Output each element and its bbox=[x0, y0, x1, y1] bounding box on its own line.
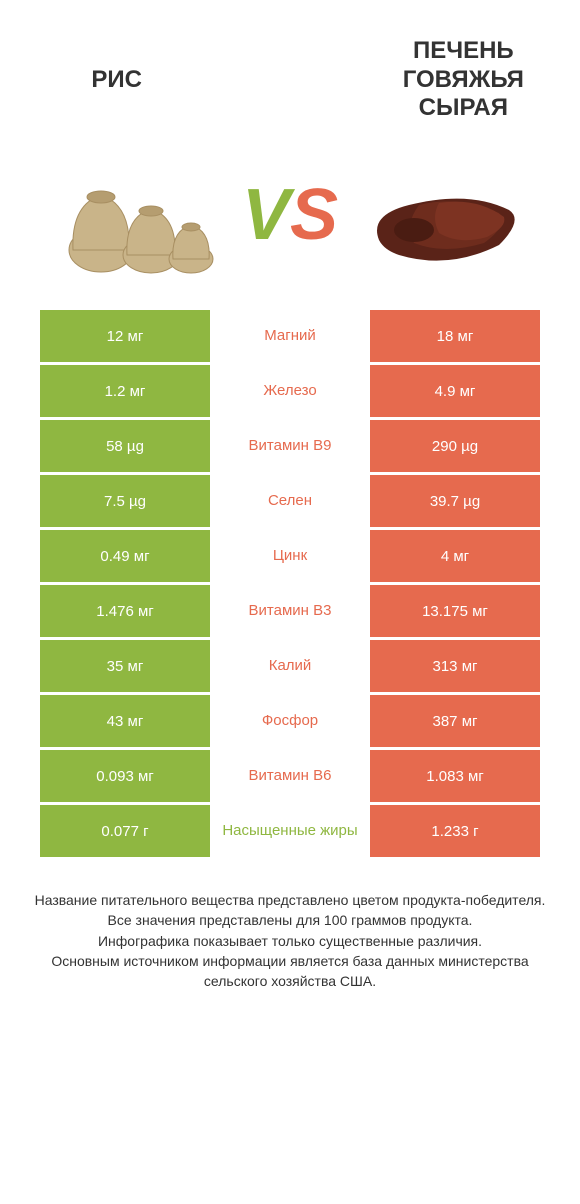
right-product-title: ПЕЧЕНЬ ГОВЯЖЬЯ СЫРАЯ bbox=[377, 37, 550, 123]
header: РИС ПЕЧЕНЬ ГОВЯЖЬЯ СЫРАЯ bbox=[0, 0, 580, 140]
right-value: 18 мг bbox=[370, 310, 540, 362]
left-product-title: РИС bbox=[30, 66, 203, 94]
table-row: 12 мгМагний18 мг bbox=[40, 310, 540, 362]
left-value: 35 мг bbox=[40, 640, 210, 692]
images-row: VS bbox=[0, 140, 580, 310]
footer-line: Все значения представлены для 100 граммо… bbox=[30, 910, 550, 930]
nutrient-label: Калий bbox=[210, 640, 370, 692]
vs-label: VS bbox=[232, 174, 348, 256]
left-value: 1.2 мг bbox=[40, 365, 210, 417]
right-value: 1.083 мг bbox=[370, 750, 540, 802]
footer-line: Инфографика показывает только существенн… bbox=[30, 931, 550, 951]
footer-line: Основным источником информации является … bbox=[30, 951, 550, 992]
table-row: 7.5 µgСелен39.7 µg bbox=[40, 475, 540, 527]
left-value: 0.49 мг bbox=[40, 530, 210, 582]
rice-bags-icon bbox=[51, 155, 221, 275]
right-value: 4.9 мг bbox=[370, 365, 540, 417]
right-value: 39.7 µg bbox=[370, 475, 540, 527]
table-row: 1.2 мгЖелезо4.9 мг bbox=[40, 365, 540, 417]
right-value: 313 мг bbox=[370, 640, 540, 692]
left-product-image bbox=[40, 155, 232, 275]
nutrient-label: Селен bbox=[210, 475, 370, 527]
table-row: 35 мгКалий313 мг bbox=[40, 640, 540, 692]
right-value: 1.233 г bbox=[370, 805, 540, 857]
nutrient-label: Витамин B3 bbox=[210, 585, 370, 637]
nutrient-label: Витамин B6 bbox=[210, 750, 370, 802]
left-value: 58 µg bbox=[40, 420, 210, 472]
table-row: 1.476 мгВитамин B313.175 мг bbox=[40, 585, 540, 637]
right-value: 13.175 мг bbox=[370, 585, 540, 637]
beef-liver-icon bbox=[359, 155, 529, 275]
nutrient-label: Цинк bbox=[210, 530, 370, 582]
footer-notes: Название питательного вещества представл… bbox=[0, 860, 580, 991]
left-value: 43 мг bbox=[40, 695, 210, 747]
table-row: 0.077 гНасыщенные жиры1.233 г bbox=[40, 805, 540, 857]
footer-line: Название питательного вещества представл… bbox=[30, 890, 550, 910]
left-value: 0.077 г bbox=[40, 805, 210, 857]
nutrient-label: Насыщенные жиры bbox=[210, 805, 370, 857]
left-value: 0.093 мг bbox=[40, 750, 210, 802]
table-row: 58 µgВитамин B9290 µg bbox=[40, 420, 540, 472]
left-value: 7.5 µg bbox=[40, 475, 210, 527]
left-value: 1.476 мг bbox=[40, 585, 210, 637]
vs-v: V bbox=[242, 175, 290, 255]
nutrient-label: Магний bbox=[210, 310, 370, 362]
table-row: 43 мгФосфор387 мг bbox=[40, 695, 540, 747]
right-product-image bbox=[348, 155, 540, 275]
right-value: 387 мг bbox=[370, 695, 540, 747]
comparison-table: 12 мгМагний18 мг1.2 мгЖелезо4.9 мг58 µgВ… bbox=[0, 310, 580, 857]
table-row: 0.093 мгВитамин B61.083 мг bbox=[40, 750, 540, 802]
nutrient-label: Железо bbox=[210, 365, 370, 417]
vs-s: S bbox=[290, 175, 338, 255]
nutrient-label: Фосфор bbox=[210, 695, 370, 747]
table-row: 0.49 мгЦинк4 мг bbox=[40, 530, 540, 582]
right-value: 290 µg bbox=[370, 420, 540, 472]
nutrient-label: Витамин B9 bbox=[210, 420, 370, 472]
right-value: 4 мг bbox=[370, 530, 540, 582]
left-value: 12 мг bbox=[40, 310, 210, 362]
